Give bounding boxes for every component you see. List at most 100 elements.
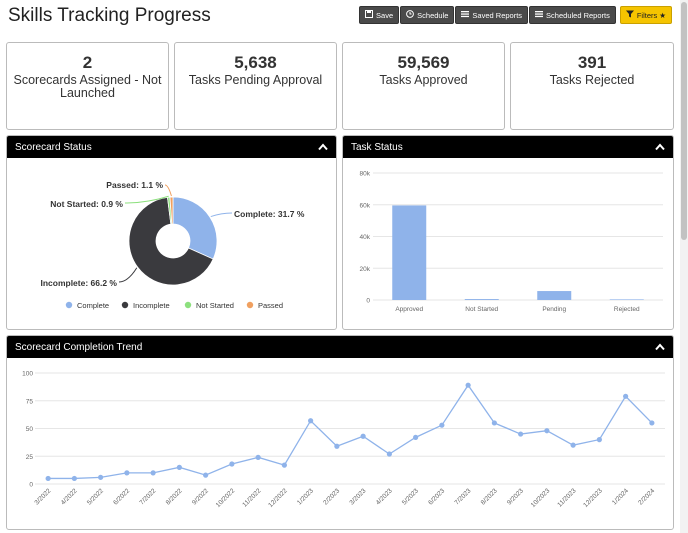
save-label: Save xyxy=(376,10,394,20)
data-point xyxy=(255,454,261,460)
schedule-button[interactable]: Schedule xyxy=(400,6,455,24)
panel-title: Scorecard Status xyxy=(15,141,92,153)
y-tick-label: 75 xyxy=(26,398,34,405)
bar-approved xyxy=(392,205,427,300)
kpi-label: Tasks Rejected xyxy=(549,73,635,87)
completion-trend-panel: Scorecard Completion Trend 0 25 50 75 100 3/2… xyxy=(6,335,674,530)
completion-trend-line-chart: 0 25 50 75 100 3/2022 4/2022 5/2022 6/2022 7/2022… xyxy=(22,371,665,509)
x-tick-label: 2/2023 xyxy=(322,487,341,506)
x-tick-label: 2/2024 xyxy=(637,487,656,506)
y-tick-label: 20k xyxy=(360,266,371,273)
data-point xyxy=(150,470,156,476)
bar-rejected xyxy=(609,299,644,300)
y-tick-label: 40k xyxy=(360,234,371,241)
donut-slice-complete xyxy=(172,196,218,260)
scorecard-status-panel: Scorecard Status Complete: 31.7 % Incompl… xyxy=(6,135,337,330)
kpi-value: 59,569 xyxy=(397,53,450,72)
task-status-panel: Task Status 0 20k 40k 60k 80k Approved Not Sta… xyxy=(342,135,674,330)
bar-not-started xyxy=(464,299,499,300)
data-label-leader-line xyxy=(124,195,169,204)
panel-header: Task Status xyxy=(343,136,673,158)
x-tick-label: 3/2022 xyxy=(34,487,53,506)
legend-label: Incomplete xyxy=(133,301,170,310)
legend-marker xyxy=(65,301,73,309)
x-tick-label: 10/2023 xyxy=(530,487,552,509)
page-scrollbar[interactable] xyxy=(680,0,688,533)
x-tick-label: 9/2023 xyxy=(506,487,525,506)
data-label: Complete: 31.7 % xyxy=(234,209,305,219)
x-tick-label: Not Started xyxy=(465,306,498,313)
donut-slice-passed xyxy=(169,196,174,225)
filter-icon xyxy=(625,10,634,20)
legend-label: Not Started xyxy=(196,301,234,310)
legend-marker xyxy=(121,301,129,309)
data-point xyxy=(570,442,576,448)
donut-slice-incomplete xyxy=(128,196,214,286)
data-point xyxy=(465,382,471,388)
x-tick-label: 1/2023 xyxy=(296,487,315,506)
x-tick-label: 5/2022 xyxy=(86,487,105,506)
data-point xyxy=(623,393,629,399)
data-point xyxy=(203,472,209,478)
data-point xyxy=(386,451,392,457)
scorecard-status-donut-chart: Complete: 31.7 % Incomplete: 66.2 % Not St… xyxy=(40,180,305,310)
data-point xyxy=(596,437,602,443)
y-tick-label: 25 xyxy=(26,454,34,461)
x-tick-label: 6/2022 xyxy=(112,487,131,506)
panel-title: Scorecard Completion Trend xyxy=(15,341,143,353)
x-tick-label: 9/2022 xyxy=(191,487,210,506)
x-tick-label: Rejected xyxy=(614,306,640,313)
data-label: Incomplete: 66.2 % xyxy=(40,278,117,288)
data-label-leader-line xyxy=(210,212,233,218)
kpi-label: Scorecards Assigned - Not Launched xyxy=(13,73,162,100)
panel-title: Task Status xyxy=(351,141,403,153)
x-tick-label: Approved xyxy=(395,306,423,313)
save-button[interactable]: Save xyxy=(359,6,400,24)
list-icon xyxy=(461,10,470,20)
kpi-card-approved: 59,569 Tasks Approved xyxy=(342,42,505,130)
legend-label: Complete xyxy=(77,301,109,310)
saved-reports-label: Saved Reports xyxy=(472,10,523,20)
data-point xyxy=(98,474,104,480)
task-status-bar-chart: 0 20k 40k 60k 80k Approved Not Started Pending R… xyxy=(360,171,663,313)
legend-marker xyxy=(184,301,192,309)
kpi-value: 2 xyxy=(82,53,93,72)
data-point xyxy=(71,475,77,482)
y-tick-label: 80k xyxy=(360,171,371,178)
kpi-value: 5,638 xyxy=(234,53,277,72)
scheduled-reports-button[interactable]: Scheduled Reports xyxy=(529,6,616,24)
bar-pending xyxy=(537,291,572,300)
x-tick-label: 7/2023 xyxy=(454,487,473,506)
kpi-card-rejected: 391 Tasks Rejected xyxy=(510,42,674,130)
page-title: Skills Tracking Progress xyxy=(8,5,211,26)
collapse-chevron-icon[interactable] xyxy=(655,343,665,351)
x-tick-label: 4/2022 xyxy=(60,487,79,506)
collapse-chevron-icon[interactable] xyxy=(318,143,328,151)
scroll-thumb[interactable] xyxy=(681,2,687,240)
data-point xyxy=(413,434,419,440)
legend-marker xyxy=(246,301,254,309)
kpi-card-pending-approval: 5,638 Tasks Pending Approval xyxy=(174,42,337,130)
clock-icon xyxy=(406,10,415,20)
data-point xyxy=(491,420,497,426)
star-icon: ★ xyxy=(659,10,666,20)
panel-header: Scorecard Status xyxy=(7,136,336,158)
data-point xyxy=(281,462,287,468)
x-tick-label: 11/2023 xyxy=(556,487,577,508)
y-tick-label: 50 xyxy=(26,426,34,433)
data-point xyxy=(649,420,655,426)
filters-label: Filters xyxy=(636,10,658,20)
saved-reports-button[interactable]: Saved Reports xyxy=(455,6,529,24)
data-point xyxy=(308,418,314,424)
filters-button[interactable]: Filters ★ xyxy=(619,6,672,24)
x-tick-label: 4/2023 xyxy=(375,487,394,506)
data-point xyxy=(544,428,550,434)
data-point xyxy=(45,475,51,482)
x-tick-label: 7/2022 xyxy=(139,487,158,506)
collapse-chevron-icon[interactable] xyxy=(655,143,665,151)
data-label: Passed: 1.1 % xyxy=(106,180,163,190)
x-tick-label: 12/2023 xyxy=(582,487,604,509)
kpi-card-not-launched: 2 Scorecards Assigned - Not Launched xyxy=(6,42,169,130)
data-point xyxy=(124,470,130,476)
kpi-label: Tasks Approved xyxy=(379,73,468,87)
